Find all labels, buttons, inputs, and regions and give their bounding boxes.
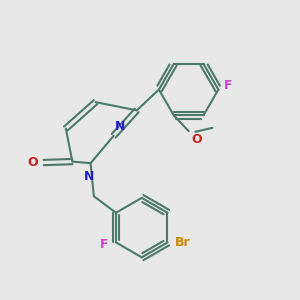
Text: N: N	[84, 170, 94, 184]
Text: O: O	[191, 133, 202, 146]
Text: O: O	[27, 156, 38, 169]
Text: N: N	[115, 120, 126, 133]
Text: F: F	[224, 79, 233, 92]
Text: F: F	[100, 238, 109, 250]
Text: Br: Br	[175, 236, 190, 249]
